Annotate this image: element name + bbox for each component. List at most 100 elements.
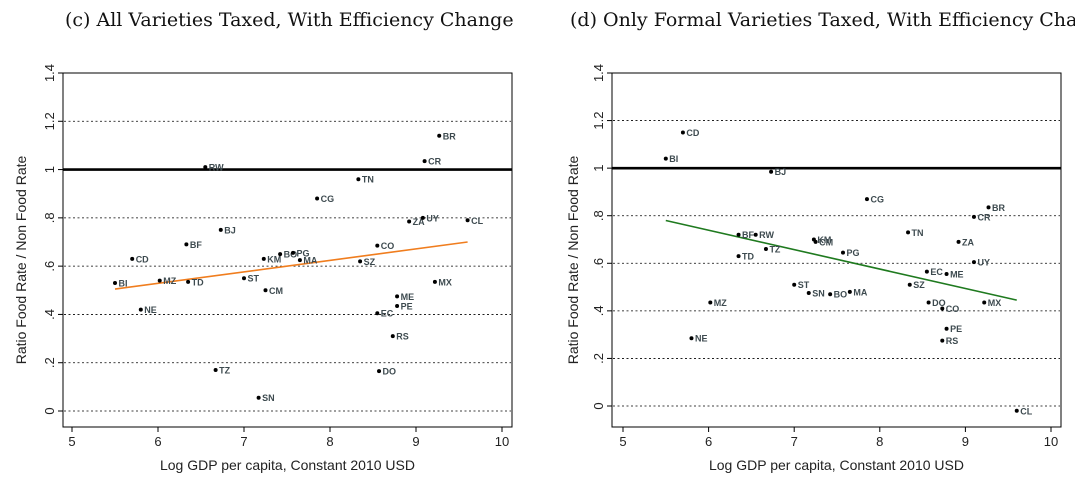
plot-frame [611, 72, 1062, 428]
data-point [465, 218, 470, 223]
point-label: CR [977, 212, 990, 222]
data-point [437, 133, 442, 138]
chart-title: (c) All Varieties Taxed, With Efficiency… [65, 9, 514, 31]
point-label: PE [950, 324, 962, 334]
x-tick-label: 9 [962, 434, 969, 449]
x-tick-label: 6 [154, 434, 161, 449]
point-label: BO [284, 250, 298, 260]
data-point [813, 239, 818, 244]
x-tick-label: 8 [326, 434, 333, 449]
y-tick-label: .8 [591, 210, 606, 221]
data-point [828, 292, 833, 297]
point-label: ZA [962, 237, 974, 247]
point-label: UY [426, 213, 439, 223]
point-label: BI [669, 154, 678, 164]
data-point [263, 288, 268, 293]
data-point [971, 260, 976, 265]
y-tick-label: 0 [42, 407, 57, 414]
data-point [203, 165, 208, 170]
y-tick-label: .6 [591, 258, 606, 269]
point-label: CD [136, 254, 149, 264]
data-point [753, 232, 758, 237]
point-label: SZ [364, 257, 376, 267]
point-label: EC [381, 309, 394, 319]
data-point [864, 197, 869, 202]
data-point [1014, 408, 1019, 413]
point-label: BF [742, 230, 754, 240]
y-tick-label: 1.4 [42, 64, 57, 82]
point-label: DO [932, 298, 946, 308]
data-point [847, 289, 852, 294]
plot-frame [62, 72, 513, 428]
point-label: BF [190, 240, 202, 250]
point-label: TN [362, 175, 374, 185]
data-point [242, 276, 246, 281]
point-label: TZ [219, 365, 230, 375]
point-label: ST [798, 280, 810, 290]
x-tick-label: 7 [240, 434, 247, 449]
data-point [907, 282, 912, 287]
point-label: MX [988, 298, 1002, 308]
point-label: CL [1020, 406, 1032, 416]
y-tick-label: .2 [42, 357, 57, 368]
point-label: MZ [163, 276, 176, 286]
point-label: KM [267, 254, 281, 264]
data-point [940, 306, 945, 311]
point-label: SN [262, 393, 275, 403]
data-point [420, 215, 425, 220]
data-point [769, 169, 774, 174]
data-point [256, 395, 261, 400]
data-point [806, 291, 811, 296]
data-point [315, 196, 320, 201]
data-point [944, 326, 949, 331]
data-point [291, 250, 296, 255]
data-point [956, 239, 961, 244]
point-label: TD [192, 277, 204, 287]
x-tick-label: 10 [1044, 434, 1058, 449]
fit-line [114, 241, 468, 290]
x-tick-label: 7 [791, 434, 798, 449]
y-tick-label: 1 [591, 165, 606, 172]
point-label: PG [846, 248, 859, 258]
point-label: BO [834, 290, 848, 300]
data-point [375, 311, 380, 316]
fit-line [665, 219, 1017, 301]
panel-d: (d) Only Formal Varieties Taxed, With Ef… [565, 9, 1075, 473]
y-tick-label: 1 [42, 166, 57, 173]
x-tick-label: 5 [68, 434, 75, 449]
point-label: MZ [714, 298, 727, 308]
point-label: PE [401, 301, 413, 311]
x-axis-label: Log GDP per capita, Constant 2010 USD [160, 457, 415, 473]
data-point [971, 214, 976, 219]
point-label: ME [950, 269, 964, 279]
data-point [213, 367, 218, 372]
point-label: SZ [913, 280, 925, 290]
point-label: KM [817, 235, 831, 245]
data-point [377, 369, 382, 374]
data-point [375, 243, 380, 248]
y-tick-label: 1.2 [42, 112, 57, 130]
point-label: ME [401, 292, 415, 302]
data-point [792, 282, 797, 287]
y-tick-label: 1.4 [591, 64, 606, 82]
point-label: RW [209, 163, 224, 173]
y-tick-label: .4 [591, 305, 606, 316]
point-label: BR [443, 131, 456, 141]
point-label: BR [992, 203, 1005, 213]
data-point [924, 269, 929, 274]
y-axis-label: Ratio Food Rate / Non Food Rate [13, 156, 29, 365]
point-label: ZA [413, 217, 425, 227]
data-point [432, 279, 437, 284]
point-label: DO [383, 367, 397, 377]
point-label: CM [269, 286, 283, 296]
point-label: MA [303, 256, 317, 266]
data-point [186, 279, 191, 284]
point-label: MA [853, 287, 867, 297]
point-label: RS [396, 332, 409, 342]
point-label: RW [759, 230, 774, 240]
data-point [422, 159, 427, 164]
data-point [184, 242, 189, 247]
data-point [986, 205, 991, 210]
data-point [390, 334, 395, 339]
